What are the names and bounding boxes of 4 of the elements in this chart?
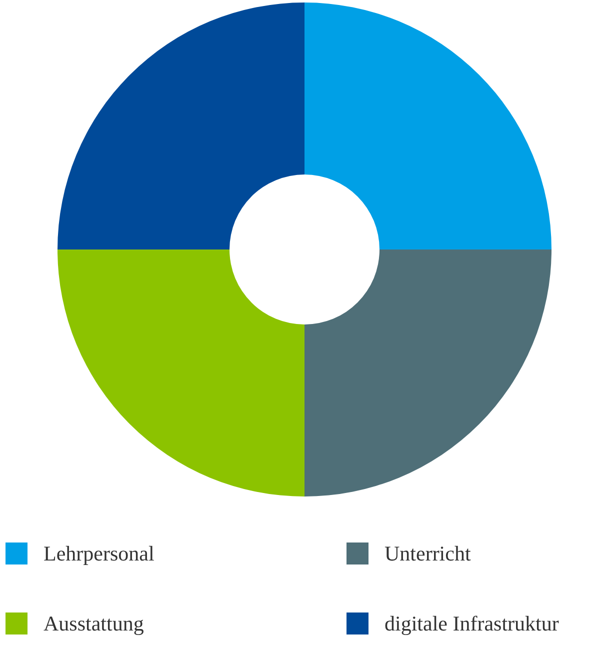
legend-label: Unterricht [384,542,471,566]
legend-label: digitale Infrastruktur [384,612,559,636]
legend-label: Ausstattung [44,612,144,636]
legend-label: Lehrpersonal [44,542,154,566]
